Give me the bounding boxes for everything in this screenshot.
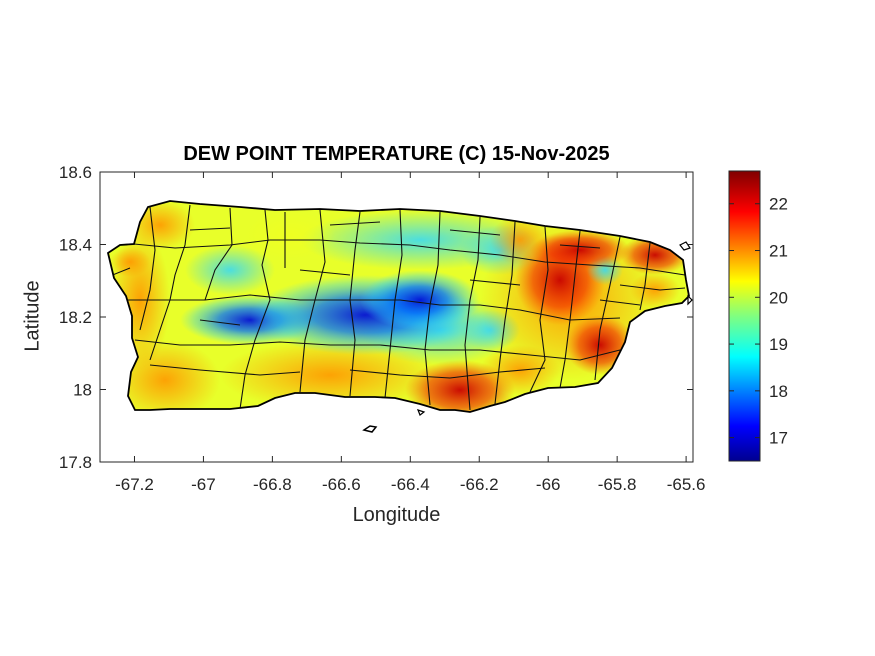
x-tick-label: -65.8: [598, 475, 637, 494]
y-tick-label: 18.6: [59, 163, 92, 182]
x-tick-label: -67: [191, 475, 216, 494]
cay-south: [416, 409, 426, 416]
y-axis: 17.8 18 18.2 18.4 18.6: [59, 163, 693, 472]
colorbar-axis: 17 18 19 20 21 22: [729, 195, 788, 448]
colorbar-tick-label: 22: [769, 195, 788, 214]
x-axis: -67.2 -67 -66.8 -66.6 -66.4 -66.2 -66 -65.8 -65.…: [115, 172, 705, 494]
cay-east: [687, 294, 693, 306]
x-tick-label: -66: [536, 475, 561, 494]
y-tick-label: 18.2: [59, 308, 92, 327]
chart-title: DEW POINT TEMPERATURE (C) 15-Nov-2025: [183, 143, 610, 165]
y-tick-label: 18: [73, 381, 92, 400]
coastline: [106, 200, 690, 413]
x-tick-label: -66.2: [460, 475, 499, 494]
x-axis-label: Longitude: [352, 504, 441, 526]
colorbar: [728, 170, 761, 462]
y-tick-label: 17.8: [59, 453, 92, 472]
x-tick-label: -66.6: [322, 475, 361, 494]
x-tick-label: -65.6: [667, 475, 706, 494]
colorbar-tick-label: 21: [769, 242, 788, 261]
colorbar-tick-label: 19: [769, 335, 788, 354]
colorbar-tick-label: 18: [769, 382, 788, 401]
x-tick-label: -66.8: [253, 475, 292, 494]
x-tick-label: -66.4: [391, 475, 430, 494]
cay-northeast: [679, 241, 691, 251]
colorbar-tick-label: 17: [769, 429, 788, 448]
x-tick-label: -67.2: [115, 475, 154, 494]
caja-de-muertos-island: [362, 425, 378, 433]
municipality-boundaries: [108, 204, 686, 411]
colorbar-tick-label: 20: [769, 288, 788, 307]
y-tick-label: 18.4: [59, 236, 92, 255]
